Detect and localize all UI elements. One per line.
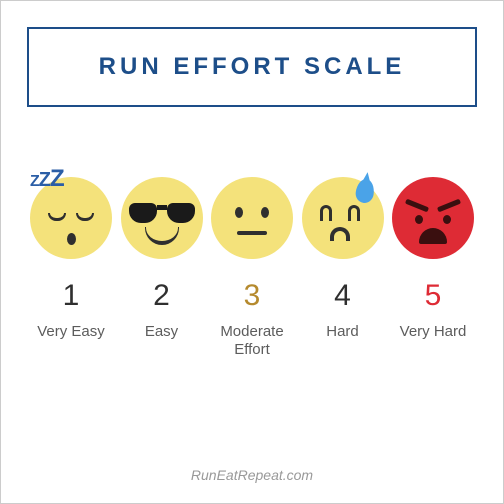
scale-item-2: 2 Easy — [118, 177, 206, 341]
scale-item-4: 4 Hard — [299, 177, 387, 341]
scale-label: Very Hard — [400, 323, 467, 341]
scale-item-1: ZZZ 1 Very Easy — [27, 177, 115, 341]
footer-credit: RunEatRepeat.com — [27, 467, 477, 489]
scale-number: 1 — [63, 279, 80, 313]
infographic-card: RUN EFFORT SCALE ZZZ 1 Very Easy — [9, 9, 495, 495]
scale-item-5: 5 Very Hard — [389, 177, 477, 341]
scale-number: 4 — [334, 279, 351, 313]
scale-label: Moderate Effort — [208, 323, 296, 359]
scale-label: Easy — [145, 323, 178, 341]
scale-number: 3 — [244, 279, 261, 313]
title-text: RUN EFFORT SCALE — [99, 53, 406, 80]
sweat-emoji-icon — [302, 177, 384, 259]
scale-label: Very Easy — [37, 323, 105, 341]
title-box: RUN EFFORT SCALE — [27, 27, 477, 107]
scale-row: ZZZ 1 Very Easy 2 Easy — [27, 177, 477, 359]
scale-number: 5 — [425, 279, 442, 313]
zzz-icon: ZZZ — [30, 169, 64, 189]
neutral-emoji-icon — [211, 177, 293, 259]
angry-emoji-icon — [392, 177, 474, 259]
sleep-emoji-icon: ZZZ — [30, 177, 112, 259]
cool-emoji-icon — [121, 177, 203, 259]
scale-label: Hard — [326, 323, 359, 341]
scale-number: 2 — [153, 279, 170, 313]
scale-item-3: 3 Moderate Effort — [208, 177, 296, 359]
